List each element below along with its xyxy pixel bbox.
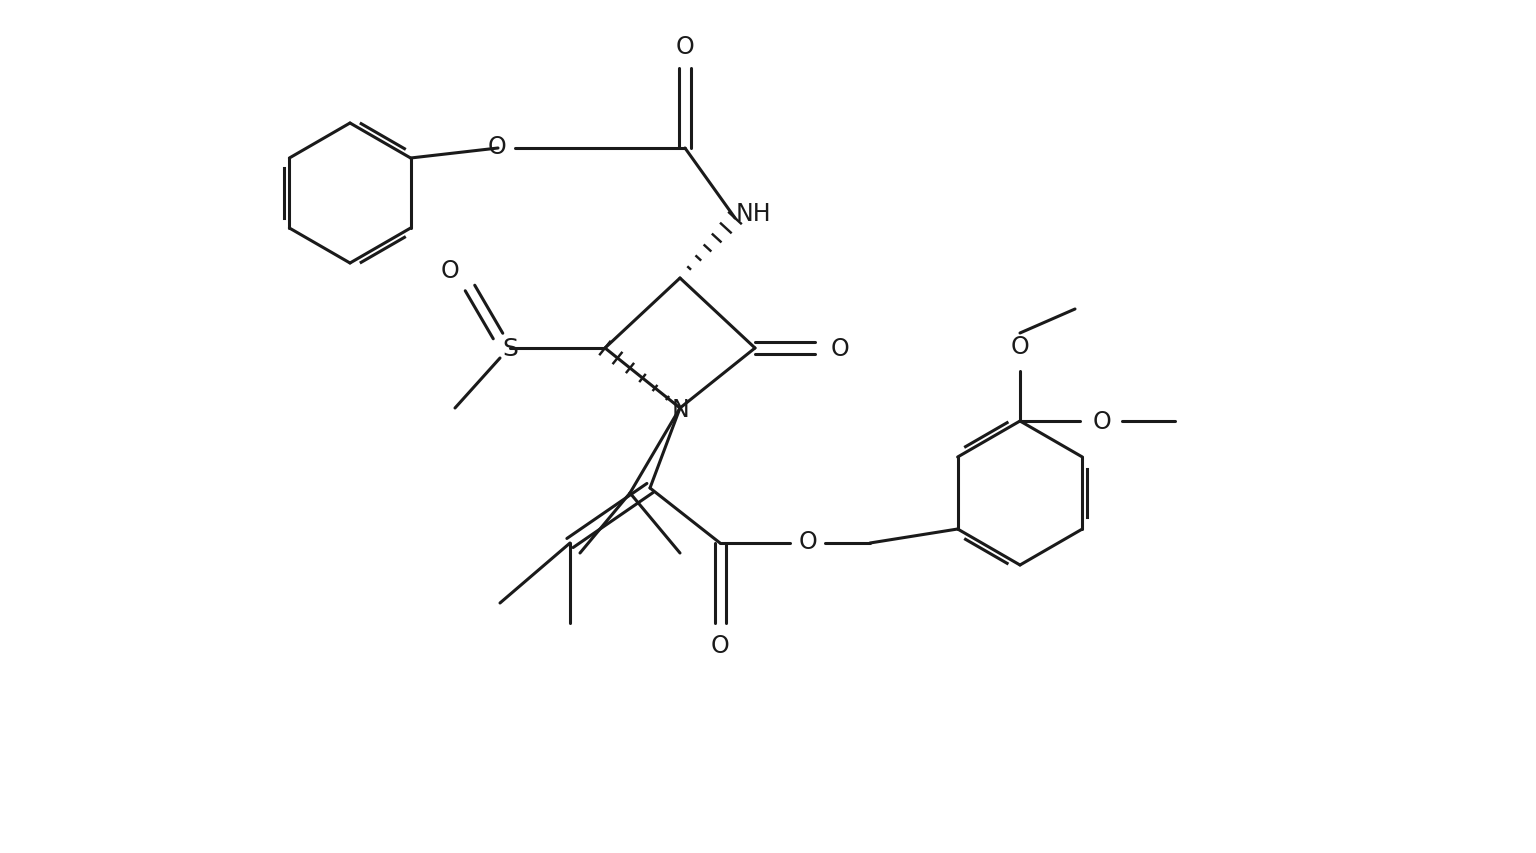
Text: O: O (831, 337, 849, 361)
Text: O: O (487, 135, 507, 159)
Text: O: O (1092, 409, 1112, 433)
Text: O: O (676, 35, 694, 59)
Text: O: O (441, 258, 459, 282)
Text: NH: NH (736, 202, 771, 226)
Text: O: O (711, 633, 730, 657)
Text: O: O (799, 530, 817, 554)
Text: S: S (502, 337, 518, 361)
Text: O: O (1011, 334, 1029, 358)
Text: N: N (671, 397, 688, 421)
